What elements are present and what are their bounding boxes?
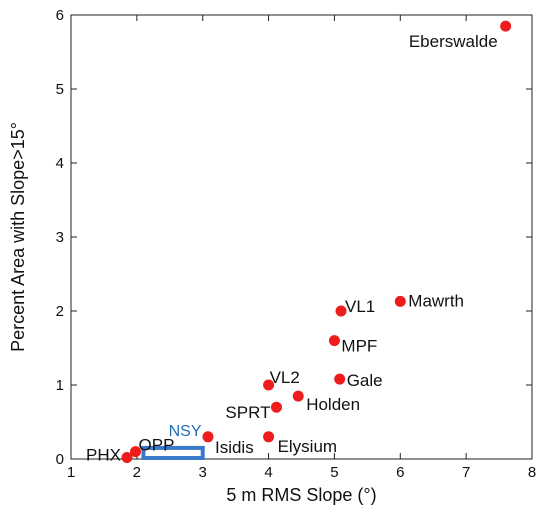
point-label-eberswalde: Eberswalde [409,32,498,51]
data-point-vl1 [335,305,347,317]
point-label-vl2: VL2 [270,368,300,387]
x-tick-label: 1 [67,464,75,481]
data-point-mpf [328,335,340,347]
x-tick-label: 7 [462,464,470,481]
data-point-vl2 [263,379,275,391]
data-point-gale [334,373,346,385]
data-points: Eberswalde Mawrth VL1 MPF Gale VL2 Holden SPRT I… [86,20,512,465]
data-point-sprt [270,401,282,413]
x-tick-label: 3 [199,464,207,481]
point-label-phx: PHX [86,446,121,465]
point-label-gale: Gale [347,371,383,390]
nsy-region-box [141,445,205,460]
y-tick-label: 1 [56,377,64,394]
x-axis-title: 5 m RMS Slope (°) [226,485,376,505]
point-label-opp: OPP [139,436,175,455]
data-point-holden [292,390,304,402]
x-tick-label: 8 [528,464,536,481]
point-label-mawrth: Mawrth [408,291,464,310]
x-tick-label: 4 [264,464,272,481]
data-point-phx [121,452,133,464]
data-point-mawrth [394,295,406,307]
point-label-sprt: SPRT [225,403,270,422]
point-label-elysium: Elysium [278,437,338,456]
y-axis-ticks: 0 1 2 3 4 5 6 [56,7,532,468]
point-label-vl1: VL1 [345,297,375,316]
data-point-opp [130,446,142,458]
x-axis-ticks: 1 2 3 4 5 6 7 8 [67,15,536,481]
y-axis-title: Percent Area with Slope>15° [8,122,28,352]
x-tick-label: 2 [133,464,141,481]
data-point-elysium [263,431,275,443]
x-tick-label: 5 [330,464,338,481]
data-point-eberswalde [500,20,512,32]
y-tick-label: 2 [56,303,64,320]
point-label-isidis: Isidis [215,438,254,457]
nsy-region-label: NSY [169,423,202,440]
y-tick-label: 6 [56,7,64,24]
y-tick-label: 3 [56,229,64,246]
y-tick-label: 4 [56,155,64,172]
point-label-mpf: MPF [341,337,377,356]
y-tick-label: 0 [56,451,64,468]
x-tick-label: 6 [396,464,404,481]
y-tick-label: 5 [56,81,64,98]
data-point-isidis [202,431,214,443]
point-label-holden: Holden [306,395,360,414]
